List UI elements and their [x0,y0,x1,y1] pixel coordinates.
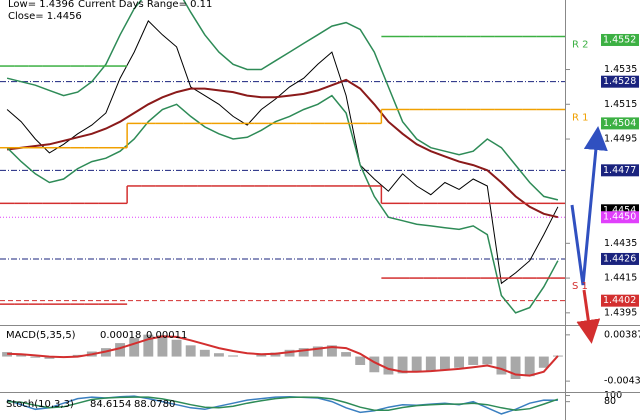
y-tick-label: 0.00387 [604,329,640,340]
macd-bar [411,356,422,372]
stoch-readout: 84.6154 [90,399,131,410]
y-tick-label: 80 [604,396,616,407]
macd-bar [199,349,210,357]
forecast-arrow [570,126,608,286]
macd-bar [355,356,366,365]
macd-bar [185,345,196,357]
price-label-box [601,252,639,265]
macd-bar [454,356,465,368]
macd-bar [383,356,394,375]
macd-bar [228,355,239,357]
macd-bar [468,356,479,365]
y-tick-label: 100 [604,390,622,401]
price-label: 1.4454 [603,205,636,216]
macd-bar [129,338,140,357]
price-panel [0,0,565,314]
price-label-box [601,75,639,88]
macd-bar [256,354,267,357]
macd-bar [326,345,337,357]
y-tick-label: 1.4415 [604,273,637,284]
y-tick-label: 1.4435 [604,238,637,249]
price-line [6,0,559,201]
price-label-box [601,33,639,46]
macd-panel [2,334,563,379]
price-line [6,94,559,314]
macd-bar [213,353,224,357]
price-label-box [601,211,639,224]
stoch-readout: 88.0780 [134,399,175,410]
macd-bar [369,356,380,373]
macd-bar [341,352,352,357]
macd-bar [44,356,55,359]
price-label: 1.4528 [603,76,636,87]
price-label: 1.4426 [603,253,636,264]
macd-readout: 0.00011 [146,330,187,341]
price-label-box [601,117,639,130]
price-line [6,78,559,219]
pivot-label: S 1 [572,281,588,292]
macd-bar [397,356,408,374]
price-label: 1.4477 [603,165,636,176]
stoch-panel [6,395,559,415]
macd-bar [115,343,126,357]
axis-layer: 1.45791.45351.45151.44951.44351.44151.43… [565,33,640,407]
macd-bar [524,356,535,377]
price-line [6,20,559,285]
macd-bar [482,356,493,365]
forecast-arrow [576,289,601,344]
y-tick-label: -0.00438 [604,376,640,387]
stoch-title: Stoch(10,3,3) [6,399,74,410]
macd-bar [143,334,154,357]
price-label-box [601,164,639,177]
macd-readout: 0.00018 [100,330,141,341]
macd-bar [171,339,182,357]
y-tick-label: 1.4395 [604,307,637,318]
macd-bar [157,335,168,357]
macd-bar [538,356,549,368]
signal-line [7,335,559,377]
macd-bar [284,349,295,357]
macd-bar [510,356,521,379]
y-tick-label: 1.4495 [604,134,637,145]
price-label: 1.4450 [603,212,636,223]
macd-bar [312,346,323,357]
macd-bar [16,354,27,357]
pivot-label: R 1 [572,112,589,123]
macd-bar [496,356,507,375]
price-label: 1.4402 [603,295,636,306]
macd-bar [425,356,436,371]
info-text: Close= 1.4456 [8,11,82,22]
price-label: 1.4552 [603,34,636,45]
price-label-box [601,294,639,307]
pivot-label: R 2 [572,39,589,50]
info-text: Current Days Range= 0.11 [78,0,212,10]
y-tick-label: 1.4515 [604,99,637,110]
macd-title: MACD(5,35,5) [6,330,76,341]
y-tick-label: 1.4535 [604,64,637,75]
macd-bar [298,348,309,357]
info-text: Low= 1.4396 [8,0,74,10]
price-label: 1.4504 [603,118,636,129]
stoch-line [7,396,559,411]
macd-bar [2,352,13,357]
macd-bar [439,356,450,370]
macd-bar [30,356,41,358]
